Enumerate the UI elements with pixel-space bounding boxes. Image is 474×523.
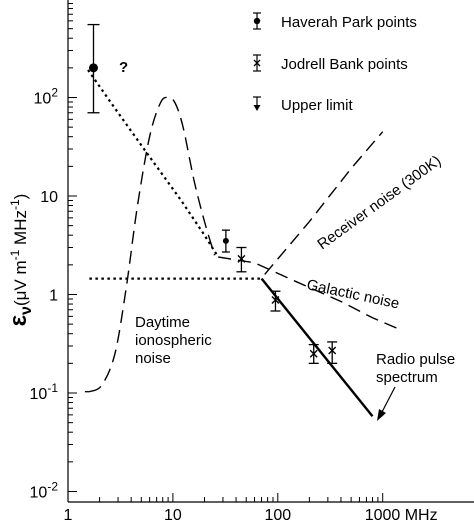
jodrell-point bbox=[309, 349, 318, 358]
y-tick-labels: 10-2 10-1 1 10 102 bbox=[30, 86, 59, 502]
radio-pulse-arrowhead bbox=[377, 409, 386, 421]
haverah-point bbox=[222, 237, 229, 244]
upper-limit-point bbox=[328, 346, 337, 355]
axes bbox=[67, 0, 474, 503]
x-tick-label: 10 bbox=[164, 507, 182, 523]
x-tick-label: 1 bbox=[64, 507, 73, 523]
legend-marker-dot bbox=[253, 17, 261, 25]
radio-pulse-arrow bbox=[381, 386, 396, 413]
data-points bbox=[87, 23, 338, 364]
y-axis-label: εν(μV m-1 MHz-1) bbox=[5, 194, 35, 327]
x-tick-labels: 1 10 100 1000 MHz bbox=[64, 507, 438, 523]
x-tick-label: 1000 MHz bbox=[365, 507, 438, 523]
legend-label: Haverah Park points bbox=[281, 14, 417, 31]
curve-receiver bbox=[264, 131, 384, 275]
curve-galactic bbox=[218, 256, 399, 330]
curve-ionospheric bbox=[89, 96, 216, 393]
legend-label: Upper limit bbox=[281, 97, 354, 114]
curves bbox=[84, 69, 399, 418]
legend-marker-cross bbox=[253, 59, 261, 67]
jodrell-point bbox=[271, 295, 280, 304]
legend-label: Jodrell Bank points bbox=[281, 56, 408, 73]
annotation-receiver-noise: Receiver noise (300K) bbox=[314, 152, 444, 253]
haverah-point bbox=[88, 63, 98, 73]
y-tick-label: 10-1 bbox=[30, 381, 59, 403]
curve-spectrum bbox=[260, 277, 374, 418]
annotation-daytime-2: ionospheric bbox=[135, 332, 212, 349]
y-tick-label: 10 bbox=[40, 189, 58, 206]
annotation-daytime-1: Daytime bbox=[135, 314, 190, 331]
y-tick-label: 1 bbox=[49, 288, 58, 305]
tick-marks bbox=[67, 3, 384, 502]
legend-marker-arrowhead bbox=[253, 105, 261, 111]
x-tick-label: 100 bbox=[264, 507, 291, 523]
annotation-radio-2: spectrum bbox=[376, 369, 438, 386]
curve-pulse-dotted bbox=[87, 69, 220, 258]
jodrell-point bbox=[237, 254, 246, 263]
annotation-daytime-3: noise bbox=[135, 350, 171, 367]
y-tick-label: 102 bbox=[34, 86, 59, 108]
y-tick-label: 10-2 bbox=[30, 480, 59, 502]
legend: Haverah Park points Jodrell Bank points Up… bbox=[253, 12, 417, 114]
annotation-radio-1: Radio pulse bbox=[376, 351, 455, 368]
annotation-question-mark: ? bbox=[119, 59, 128, 76]
